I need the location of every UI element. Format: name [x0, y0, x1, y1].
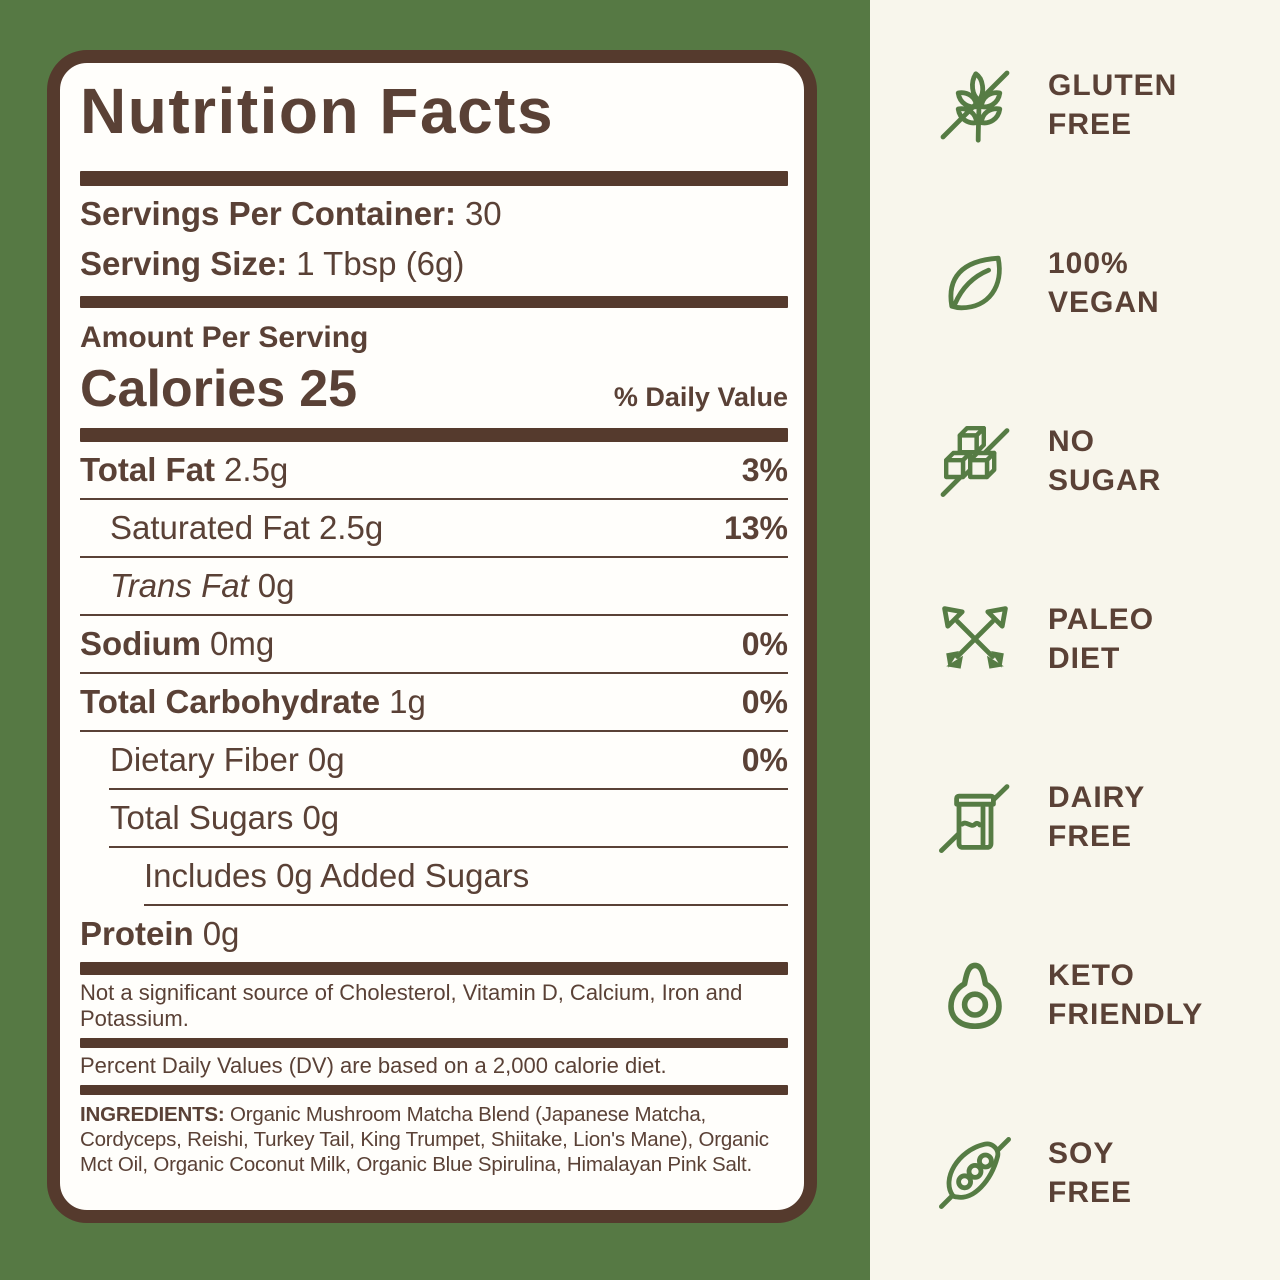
divider-bar-title [80, 171, 788, 186]
crossed-arrows-icon [935, 599, 1015, 679]
nutrition-facts-content: Nutrition Facts Servings Per Container: 3… [60, 63, 804, 1177]
divider-bar-footnote2 [80, 1085, 788, 1095]
row-divider [144, 904, 788, 906]
row-divider [80, 498, 788, 500]
nutrient-label: Protein 0g [80, 915, 240, 952]
nutrient-daily-value: 0% [741, 625, 788, 662]
divider-bar-footnote1 [80, 1038, 788, 1048]
nutrient-label: Total Sugars 0g [110, 799, 340, 836]
nutrient-daily-value: 13% [723, 509, 788, 546]
badge-gluten-free: GLUTEN FREE [935, 53, 1177, 157]
nutrient-row: Protein 0g [80, 906, 788, 962]
badge-label: PALEO DIET [1048, 603, 1155, 675]
avocado-icon [935, 955, 1015, 1035]
footnote-daily-values: Percent Daily Values (DV) are based on a… [80, 1053, 667, 1078]
nutrient-row: Saturated Fat 2.5g 13% [80, 500, 788, 556]
servings-value: 30 [464, 195, 502, 232]
serving-size-row: Serving Size: 1 Tbsp (6g) [80, 242, 788, 286]
sugar-cubes-slash-icon [935, 421, 1015, 501]
calories-value: 25 [299, 360, 358, 418]
divider-bar-calories [80, 428, 788, 442]
nutrient-rows: Total Fat 2.5g 3% Saturated Fat 2.5g 13% Trans… [80, 442, 788, 962]
nutrient-label: Trans Fat 0g [110, 567, 295, 604]
nutrient-row: Dietary Fiber 0g 0% [80, 732, 788, 788]
amount-per-serving-label: Amount Per Serving [80, 321, 369, 354]
nutrient-daily-value: 0% [741, 741, 788, 778]
ingredients-label: INGREDIENTS: [80, 1103, 225, 1126]
nutrient-row: Trans Fat 0g [80, 558, 788, 614]
ingredients-text: Organic Mushroom Matcha Blend (Japanese … [80, 1103, 769, 1176]
nutrient-label: Total Carbohydrate 1g [80, 683, 426, 720]
servings-per-container-row: Servings Per Container: 30 [80, 192, 788, 236]
daily-value-label: % Daily Value [613, 382, 788, 412]
badge-label: SOY FREE [1048, 1137, 1133, 1209]
leaf-icon [935, 243, 1015, 323]
divider-bar-protein [80, 962, 788, 975]
nutrient-row: Total Carbohydrate 1g 0% [80, 674, 788, 730]
nutrient-row: Sodium 0mg 0% [80, 616, 788, 672]
row-divider [80, 614, 788, 616]
nutrient-row: Includes 0g Added Sugars [80, 848, 788, 904]
soy-pod-slash-icon [935, 1133, 1015, 1213]
nutrient-label: Dietary Fiber 0g [110, 741, 345, 778]
calories: Calories 25 [80, 360, 357, 418]
footnote-significant-source: Not a significant source of Cholesterol,… [80, 980, 743, 1031]
badge-label: GLUTEN FREE [1048, 69, 1178, 141]
milk-carton-slash-icon [935, 777, 1015, 857]
calories-label: Calories [80, 360, 286, 418]
badge-label: KETO FRIENDLY [1048, 959, 1204, 1031]
badge-label: DAIRY FREE [1048, 781, 1146, 853]
servings-label: Servings Per Container: [80, 195, 456, 232]
row-divider [80, 672, 788, 674]
badge-paleo-diet: PALEO DIET [935, 587, 1154, 691]
badge-keto-friendly: KETO FRIENDLY [935, 943, 1203, 1047]
nutrient-label: Saturated Fat 2.5g [110, 509, 384, 546]
badge-no-sugar: NO SUGAR [935, 409, 1161, 513]
nutrient-label: Sodium 0mg [80, 625, 275, 662]
page-title: Nutrition Facts [80, 75, 555, 147]
divider-bar-serving [80, 296, 788, 308]
nutrient-label: Includes 0g Added Sugars [144, 857, 530, 894]
nutrition-facts-panel: Nutrition Facts Servings Per Container: 3… [47, 50, 817, 1223]
wheat-slash-icon [935, 65, 1015, 145]
ingredients-paragraph: INGREDIENTS: Organic Mushroom Matcha Ble… [80, 1102, 788, 1177]
badge-dairy-free: DAIRY FREE [935, 765, 1145, 869]
nutrient-row: Total Sugars 0g [80, 790, 788, 846]
calories-row: Calories 25 % Daily Value [80, 360, 788, 418]
nutrient-daily-value: 0% [741, 683, 788, 720]
nutrient-daily-value: 3% [741, 451, 788, 488]
serving-size-value: 1 Tbsp (6g) [296, 245, 465, 282]
row-divider [80, 730, 788, 732]
badge-soy-free: SOY FREE [935, 1121, 1132, 1225]
nutrient-row: Total Fat 2.5g 3% [80, 442, 788, 498]
serving-size-label: Serving Size: [80, 245, 288, 282]
badge-label: 100% VEGAN [1048, 247, 1160, 319]
badge-100%-vegan: 100% VEGAN [935, 231, 1160, 335]
row-divider [109, 788, 788, 790]
row-divider [109, 846, 788, 848]
row-divider [80, 556, 788, 558]
badge-label: NO SUGAR [1048, 425, 1162, 497]
nutrient-label: Total Fat 2.5g [80, 451, 289, 488]
